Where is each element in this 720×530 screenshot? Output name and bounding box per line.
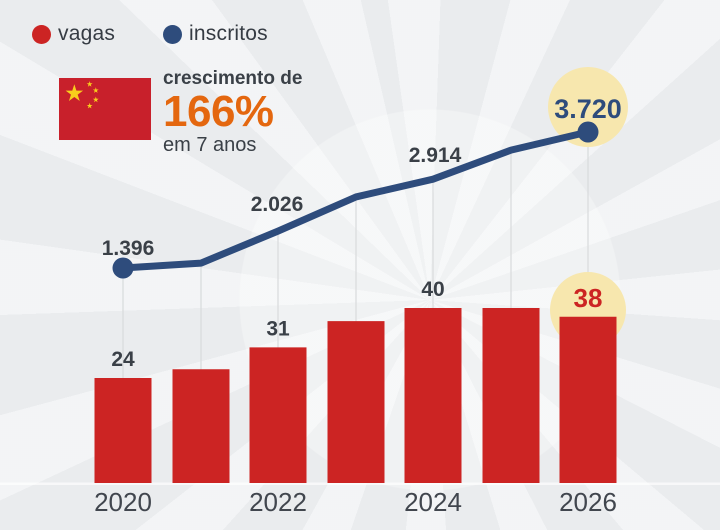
- x-axis-label-2020: 2020: [94, 487, 152, 517]
- line-label-2024: 2.914: [409, 144, 462, 167]
- legend-item-inscritos: inscritos: [163, 22, 268, 46]
- line-label-2020: 1.396: [102, 237, 155, 260]
- bar-label-2026: 38: [574, 283, 603, 313]
- legend-dot-icon: [163, 24, 183, 44]
- bar-2023: [327, 321, 385, 483]
- legend-label: inscritos: [189, 22, 268, 45]
- china-flag-svg: [59, 78, 151, 140]
- growth-prefix: crescimento de: [163, 68, 303, 89]
- bar-label-2022: 31: [266, 317, 290, 340]
- growth-value: 166%: [163, 87, 274, 136]
- line-dot-2020: [112, 257, 134, 279]
- bar-2022: [249, 347, 307, 483]
- legend-item-vagas: vagas: [32, 22, 115, 46]
- bar-label-2020: 24: [111, 348, 135, 371]
- growth-callout: crescimento de 166% em 7 anos: [59, 68, 302, 156]
- growth-suffix: em 7 anos: [163, 134, 257, 156]
- china-flag-icon: [59, 78, 151, 140]
- x-axis-label-2024: 2024: [404, 487, 462, 517]
- baseline-axis: [0, 482, 720, 485]
- line-inscritos: [119, 128, 592, 272]
- line-dot-2026: [577, 121, 599, 143]
- bar-2026: [559, 316, 617, 483]
- line-label-2026: 3.720: [554, 94, 622, 124]
- line-label-2022: 2.026: [251, 193, 304, 216]
- bar-2021: [172, 369, 230, 483]
- bar-label-2024: 40: [421, 278, 444, 301]
- bar-2025: [482, 308, 540, 483]
- chart-legend: vagas inscritos: [32, 22, 268, 46]
- legend-dot-icon: [32, 24, 51, 44]
- legend-label: vagas: [58, 22, 116, 45]
- growth-text: crescimento de 166% em 7 anos: [163, 68, 302, 156]
- x-axis-label-2022: 2022: [249, 487, 307, 517]
- highlight-circle-inscritos: [548, 67, 628, 147]
- x-axis-label-2026: 2026: [559, 487, 617, 517]
- bar-2020: [94, 378, 152, 483]
- bar-2024: [404, 308, 462, 483]
